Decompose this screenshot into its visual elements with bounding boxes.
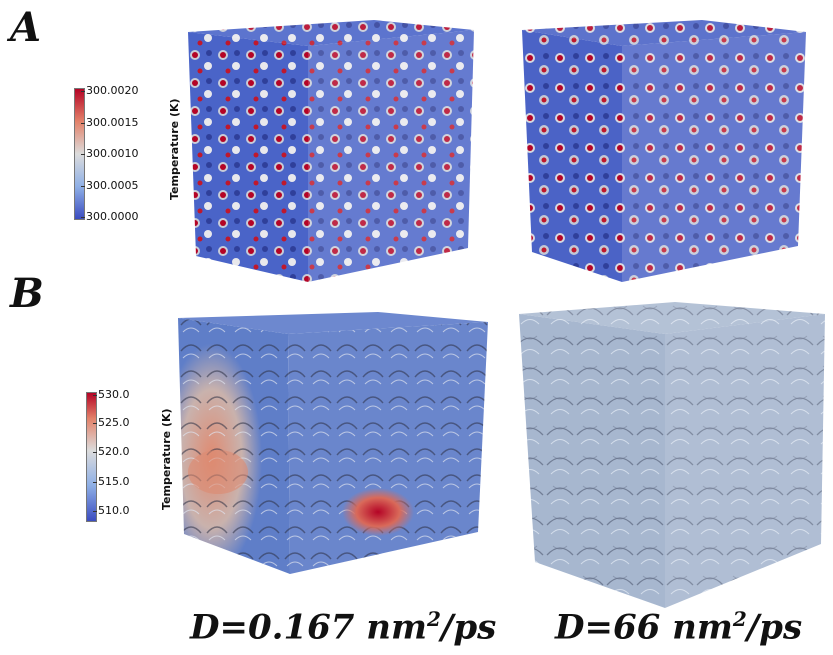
colorbar-b-tick: 530.0 <box>93 388 130 401</box>
colorbar-b: 530.0 525.0 520.0 515.0 510.0 Temperatur… <box>86 388 186 532</box>
cube-render-a-right <box>522 20 812 282</box>
colorbar-b-tick: 510.0 <box>93 504 130 517</box>
colorbar-b-title: Temperature (K) <box>160 408 173 510</box>
panel-label-a: A <box>10 4 42 51</box>
caption-left: D=0.167 nm2/ps <box>190 607 496 647</box>
caption-right-main: D=66 nm <box>555 607 733 648</box>
colorbar-a-tick: 300.0010 <box>81 147 139 160</box>
colorbar-a-tick: 300.0000 <box>81 210 139 223</box>
cube-render-a-left <box>188 20 488 282</box>
colorbar-a-tick: 300.0015 <box>81 116 139 129</box>
cube-b-left-svg <box>178 312 488 574</box>
cube-a-right-svg <box>522 20 806 282</box>
colorbar-a-title: Temperature (K) <box>168 98 181 200</box>
colorbar-b-gradient <box>86 392 97 522</box>
caption-right: D=66 nm2/ps <box>555 607 802 647</box>
caption-left-sup: 2 <box>426 607 441 631</box>
colorbar-b-tick: 520.0 <box>93 445 130 458</box>
caption-left-tail: /ps <box>440 607 497 648</box>
cube-render-b-right <box>515 300 831 612</box>
caption-right-sup: 2 <box>732 607 747 631</box>
cube-render-b-left <box>178 312 496 580</box>
caption-left-main: D=0.167 nm <box>190 607 427 648</box>
colorbar-a: 300.0020 300.0015 300.0010 300.0005 300.… <box>74 84 184 228</box>
colorbar-b-tick: 525.0 <box>93 416 130 429</box>
colorbar-a-tick: 300.0005 <box>81 179 139 192</box>
colorbar-a-tick: 300.0020 <box>81 84 139 97</box>
cube-a-left-svg <box>188 20 474 282</box>
caption-right-tail: /ps <box>746 607 803 648</box>
colorbar-b-tick: 515.0 <box>93 475 130 488</box>
cube-b-right-svg <box>519 302 825 608</box>
panel-label-b: B <box>10 270 44 317</box>
